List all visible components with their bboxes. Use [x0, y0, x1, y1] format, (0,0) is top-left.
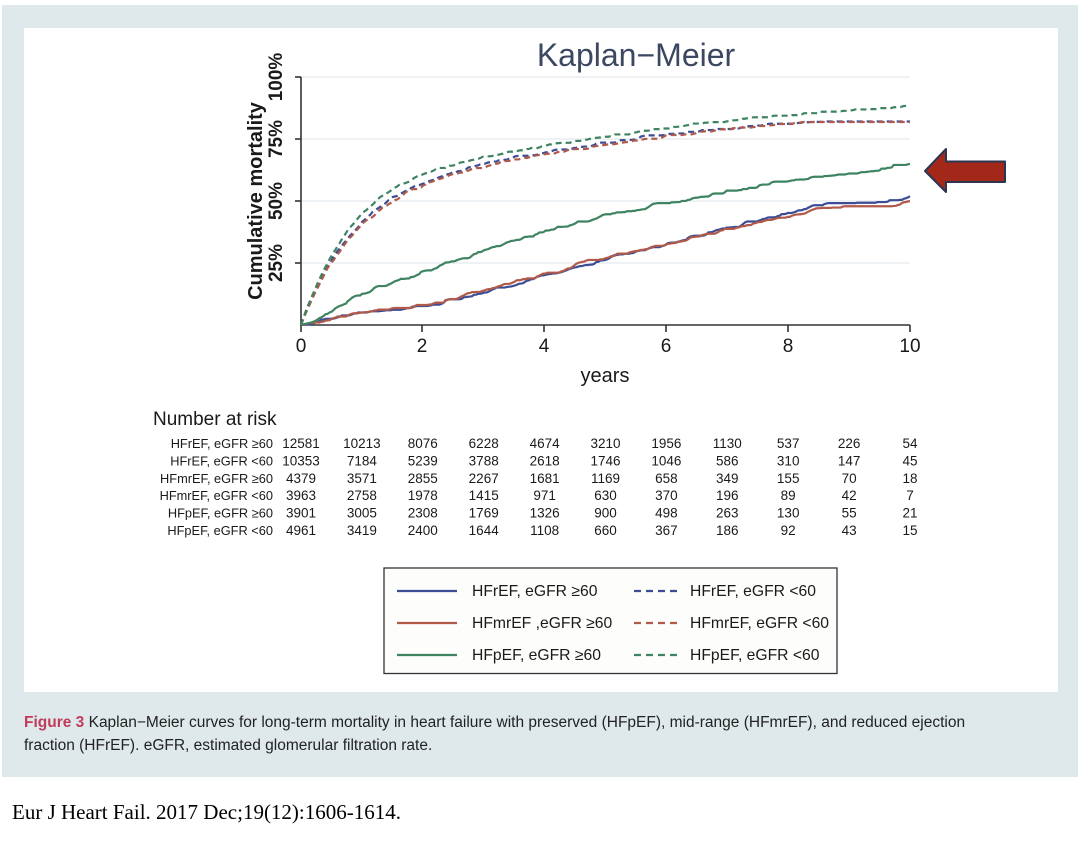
svg-text:3571: 3571	[347, 471, 377, 486]
svg-text:54: 54	[902, 436, 918, 451]
svg-text:1130: 1130	[713, 436, 742, 451]
svg-text:45: 45	[902, 454, 917, 469]
svg-text:HFmrEF, eGFR <60: HFmrEF, eGFR <60	[690, 615, 829, 632]
svg-text:HFpEF, eGFR ≥60: HFpEF, eGFR ≥60	[472, 647, 601, 664]
svg-text:1769: 1769	[469, 506, 499, 521]
svg-text:2: 2	[417, 336, 428, 357]
svg-text:4379: 4379	[286, 471, 316, 486]
svg-text:10353: 10353	[282, 454, 320, 469]
svg-text:1108: 1108	[530, 523, 559, 538]
svg-text:18: 18	[902, 471, 917, 486]
svg-text:658: 658	[655, 471, 678, 486]
svg-text:2267: 2267	[469, 471, 499, 486]
svg-text:75%: 75%	[266, 120, 287, 158]
svg-text:42: 42	[842, 488, 857, 503]
svg-text:3788: 3788	[469, 454, 499, 469]
svg-text:0: 0	[296, 336, 307, 357]
svg-text:HFmrEF ,eGFR ≥60: HFmrEF ,eGFR ≥60	[472, 615, 612, 632]
svg-text:HFpEF, eGFR <60: HFpEF, eGFR <60	[167, 523, 273, 538]
svg-text:3005: 3005	[347, 506, 377, 521]
svg-text:89: 89	[781, 488, 796, 503]
svg-text:HFmrEF, eGFR ≥60: HFmrEF, eGFR ≥60	[160, 471, 273, 486]
svg-text:3419: 3419	[347, 523, 377, 538]
svg-text:1746: 1746	[590, 454, 620, 469]
svg-text:21: 21	[902, 506, 917, 521]
svg-text:630: 630	[594, 488, 617, 503]
svg-text:HFmrEF, eGFR <60: HFmrEF, eGFR <60	[160, 488, 273, 503]
svg-text:4674: 4674	[530, 436, 561, 451]
svg-text:43: 43	[842, 523, 857, 538]
svg-text:10: 10	[899, 336, 920, 357]
svg-text:Kaplan−Meier: Kaplan−Meier	[537, 37, 736, 73]
svg-text:3963: 3963	[286, 488, 316, 503]
svg-text:1681: 1681	[530, 471, 560, 486]
svg-text:2758: 2758	[347, 488, 377, 503]
svg-text:7: 7	[906, 488, 914, 503]
svg-text:15: 15	[902, 523, 917, 538]
svg-text:55: 55	[842, 506, 857, 521]
svg-text:2400: 2400	[408, 523, 438, 538]
svg-text:12581: 12581	[282, 436, 320, 451]
svg-text:537: 537	[777, 436, 800, 451]
svg-text:971: 971	[533, 488, 556, 503]
svg-text:1978: 1978	[408, 488, 438, 503]
svg-text:147: 147	[838, 454, 861, 469]
svg-text:10213: 10213	[343, 436, 381, 451]
svg-text:Cumulative mortality: Cumulative mortality	[245, 101, 267, 300]
svg-text:367: 367	[655, 523, 678, 538]
svg-text:50%: 50%	[266, 182, 287, 220]
svg-text:5239: 5239	[408, 454, 438, 469]
svg-text:8: 8	[783, 336, 794, 357]
svg-text:900: 900	[594, 506, 617, 521]
svg-text:1046: 1046	[651, 454, 681, 469]
svg-text:2618: 2618	[530, 454, 560, 469]
svg-text:Number at risk: Number at risk	[153, 409, 277, 430]
svg-text:25%: 25%	[266, 244, 287, 282]
svg-text:92: 92	[781, 523, 796, 538]
svg-text:8076: 8076	[408, 436, 438, 451]
svg-text:349: 349	[716, 471, 739, 486]
svg-text:2308: 2308	[408, 506, 438, 521]
svg-text:HFrEF, eGFR ≥60: HFrEF, eGFR ≥60	[472, 583, 598, 600]
svg-text:HFrEF, eGFR <60: HFrEF, eGFR <60	[170, 454, 273, 469]
svg-text:1415: 1415	[469, 488, 499, 503]
svg-text:130: 130	[777, 506, 800, 521]
svg-text:186: 186	[716, 523, 739, 538]
svg-text:498: 498	[655, 506, 678, 521]
svg-text:3901: 3901	[286, 506, 316, 521]
svg-text:4961: 4961	[286, 523, 316, 538]
svg-text:1956: 1956	[651, 436, 681, 451]
svg-text:2855: 2855	[408, 471, 438, 486]
svg-text:70: 70	[842, 471, 857, 486]
svg-text:HFpEF, eGFR <60: HFpEF, eGFR <60	[690, 647, 820, 664]
svg-text:196: 196	[716, 488, 739, 503]
svg-text:1644: 1644	[469, 523, 500, 538]
svg-text:6228: 6228	[469, 436, 499, 451]
svg-text:1326: 1326	[530, 506, 560, 521]
svg-text:HFpEF, eGFR ≥60: HFpEF, eGFR ≥60	[168, 506, 273, 521]
svg-text:263: 263	[716, 506, 739, 521]
svg-text:4: 4	[539, 336, 550, 357]
svg-text:100%: 100%	[266, 53, 287, 102]
svg-text:660: 660	[594, 523, 617, 538]
svg-text:370: 370	[655, 488, 678, 503]
svg-text:6: 6	[661, 336, 672, 357]
svg-text:HFrEF, eGFR <60: HFrEF, eGFR <60	[690, 583, 816, 600]
svg-text:1169: 1169	[591, 471, 620, 486]
svg-text:226: 226	[838, 436, 861, 451]
svg-text:310: 310	[777, 454, 800, 469]
svg-text:HFrEF, eGFR ≥60: HFrEF, eGFR ≥60	[171, 436, 273, 451]
svg-text:years: years	[581, 365, 630, 387]
svg-text:3210: 3210	[590, 436, 620, 451]
svg-text:586: 586	[716, 454, 739, 469]
svg-text:155: 155	[777, 471, 800, 486]
svg-text:7184: 7184	[347, 454, 378, 469]
